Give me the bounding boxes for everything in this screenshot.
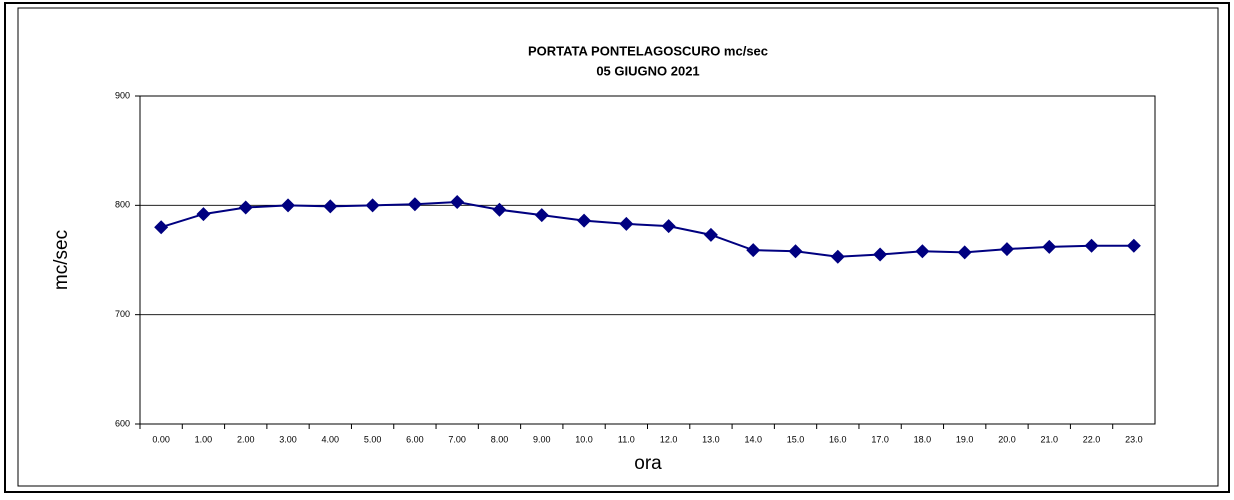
x-tick-label: 11.0 <box>618 434 635 444</box>
data-point <box>788 244 803 259</box>
x-tick-label: 2.00 <box>237 434 255 444</box>
outer-frame <box>4 2 1230 493</box>
x-tick-label: 23.0 <box>1125 434 1143 444</box>
x-tick-label: 4.00 <box>322 434 340 444</box>
data-point <box>238 200 253 215</box>
x-tick-label: 12.0 <box>660 434 678 444</box>
x-tick-label: 8.00 <box>491 434 509 444</box>
y-tick-label: 900 <box>115 90 130 100</box>
data-point <box>154 220 169 235</box>
data-point <box>577 213 592 228</box>
x-tick-label: 7.00 <box>448 434 466 444</box>
data-point <box>830 249 845 264</box>
x-tick-label: 0.00 <box>152 434 170 444</box>
data-point <box>1042 239 1057 254</box>
x-tick-label: 18.0 <box>914 434 932 444</box>
chart-frame <box>17 7 1219 487</box>
data-point <box>1126 238 1141 253</box>
x-tick-label: 13.0 <box>702 434 720 444</box>
data-point <box>281 198 296 213</box>
x-tick-label: 19.0 <box>956 434 974 444</box>
data-point <box>619 216 634 231</box>
data-point <box>450 195 465 210</box>
data-point <box>703 227 718 242</box>
data-point <box>915 244 930 259</box>
y-tick-label: 600 <box>115 418 130 428</box>
data-point <box>407 197 422 212</box>
data-point <box>196 207 211 222</box>
data-point <box>492 202 507 217</box>
y-tick-label: 800 <box>115 200 130 210</box>
data-point <box>873 247 888 262</box>
x-tick-label: 10.0 <box>575 434 593 444</box>
data-point <box>1084 238 1099 253</box>
x-tick-label: 16.0 <box>829 434 847 444</box>
chart-title: PORTATA PONTELAGOSCURO mc/sec <box>528 43 768 58</box>
x-tick-label: 21.0 <box>1041 434 1059 444</box>
data-point <box>999 242 1014 257</box>
x-axis-label: ora <box>634 453 662 474</box>
data-point <box>365 198 380 213</box>
data-point <box>957 245 972 260</box>
x-tick-label: 5.00 <box>364 434 382 444</box>
y-axis-label: mc/sec <box>51 230 72 290</box>
x-tick-label: 9.00 <box>533 434 551 444</box>
chart-subtitle: 05 GIUGNO 2021 <box>596 63 699 78</box>
series-line <box>160 201 1134 258</box>
x-tick-label: 20.0 <box>998 434 1016 444</box>
y-tick-label: 700 <box>115 309 130 319</box>
x-tick-label: 6.00 <box>406 434 424 444</box>
data-point <box>661 219 676 234</box>
x-tick-label: 17.0 <box>871 434 889 444</box>
data-point <box>534 208 549 223</box>
x-tick-label: 22.0 <box>1083 434 1101 444</box>
x-tick-label: 1.00 <box>195 434 213 444</box>
data-point <box>746 243 761 258</box>
data-point <box>323 199 338 214</box>
x-tick-label: 14.0 <box>744 434 762 444</box>
x-tick-label: 15.0 <box>787 434 805 444</box>
x-tick-label: 3.00 <box>279 434 297 444</box>
